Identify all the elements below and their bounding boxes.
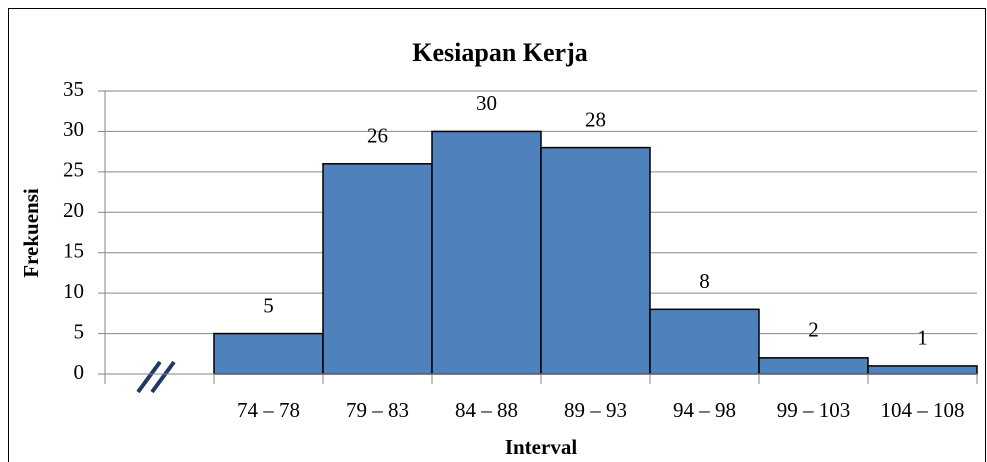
- bar: [649, 308, 760, 375]
- bar: [213, 332, 324, 375]
- break-line: [150, 360, 176, 394]
- x-tick-label: 104 – 108: [881, 398, 965, 422]
- axis-break: [136, 360, 176, 394]
- bar: [867, 365, 978, 375]
- data-label: 5: [263, 293, 274, 317]
- data-label: 28: [585, 107, 606, 131]
- y-axis-title: Frekuensi: [19, 188, 43, 278]
- y-tick-label: 35: [63, 77, 84, 101]
- data-label: 2: [808, 318, 819, 342]
- y-tick-label: 15: [63, 239, 84, 263]
- x-tick-label: 99 – 103: [777, 398, 851, 422]
- bar: [540, 146, 651, 375]
- data-label: 30: [476, 91, 497, 115]
- y-tick-label: 0: [74, 360, 85, 384]
- y-tick-label: 25: [63, 158, 84, 182]
- bar: [322, 163, 433, 375]
- y-tick-label: 20: [63, 198, 84, 222]
- data-label: 26: [367, 124, 388, 148]
- x-tick-label: 74 – 78: [237, 398, 300, 422]
- y-tick-label: 30: [63, 117, 84, 141]
- x-tick-label: 89 – 93: [564, 398, 627, 422]
- x-tick-label: 84 – 88: [455, 398, 518, 422]
- data-label: 8: [699, 269, 710, 293]
- chart-title: Kesiapan Kerja: [412, 38, 588, 67]
- y-tick-label: 5: [74, 319, 85, 343]
- bar: [758, 357, 869, 375]
- x-tick-label: 79 – 83: [346, 398, 409, 422]
- break-line: [136, 360, 162, 394]
- data-label: 1: [917, 326, 928, 350]
- x-tick-label: 94 – 98: [673, 398, 736, 422]
- bar: [431, 130, 542, 375]
- y-tick-label: 10: [63, 279, 84, 303]
- x-axis-title: Interval: [505, 435, 577, 459]
